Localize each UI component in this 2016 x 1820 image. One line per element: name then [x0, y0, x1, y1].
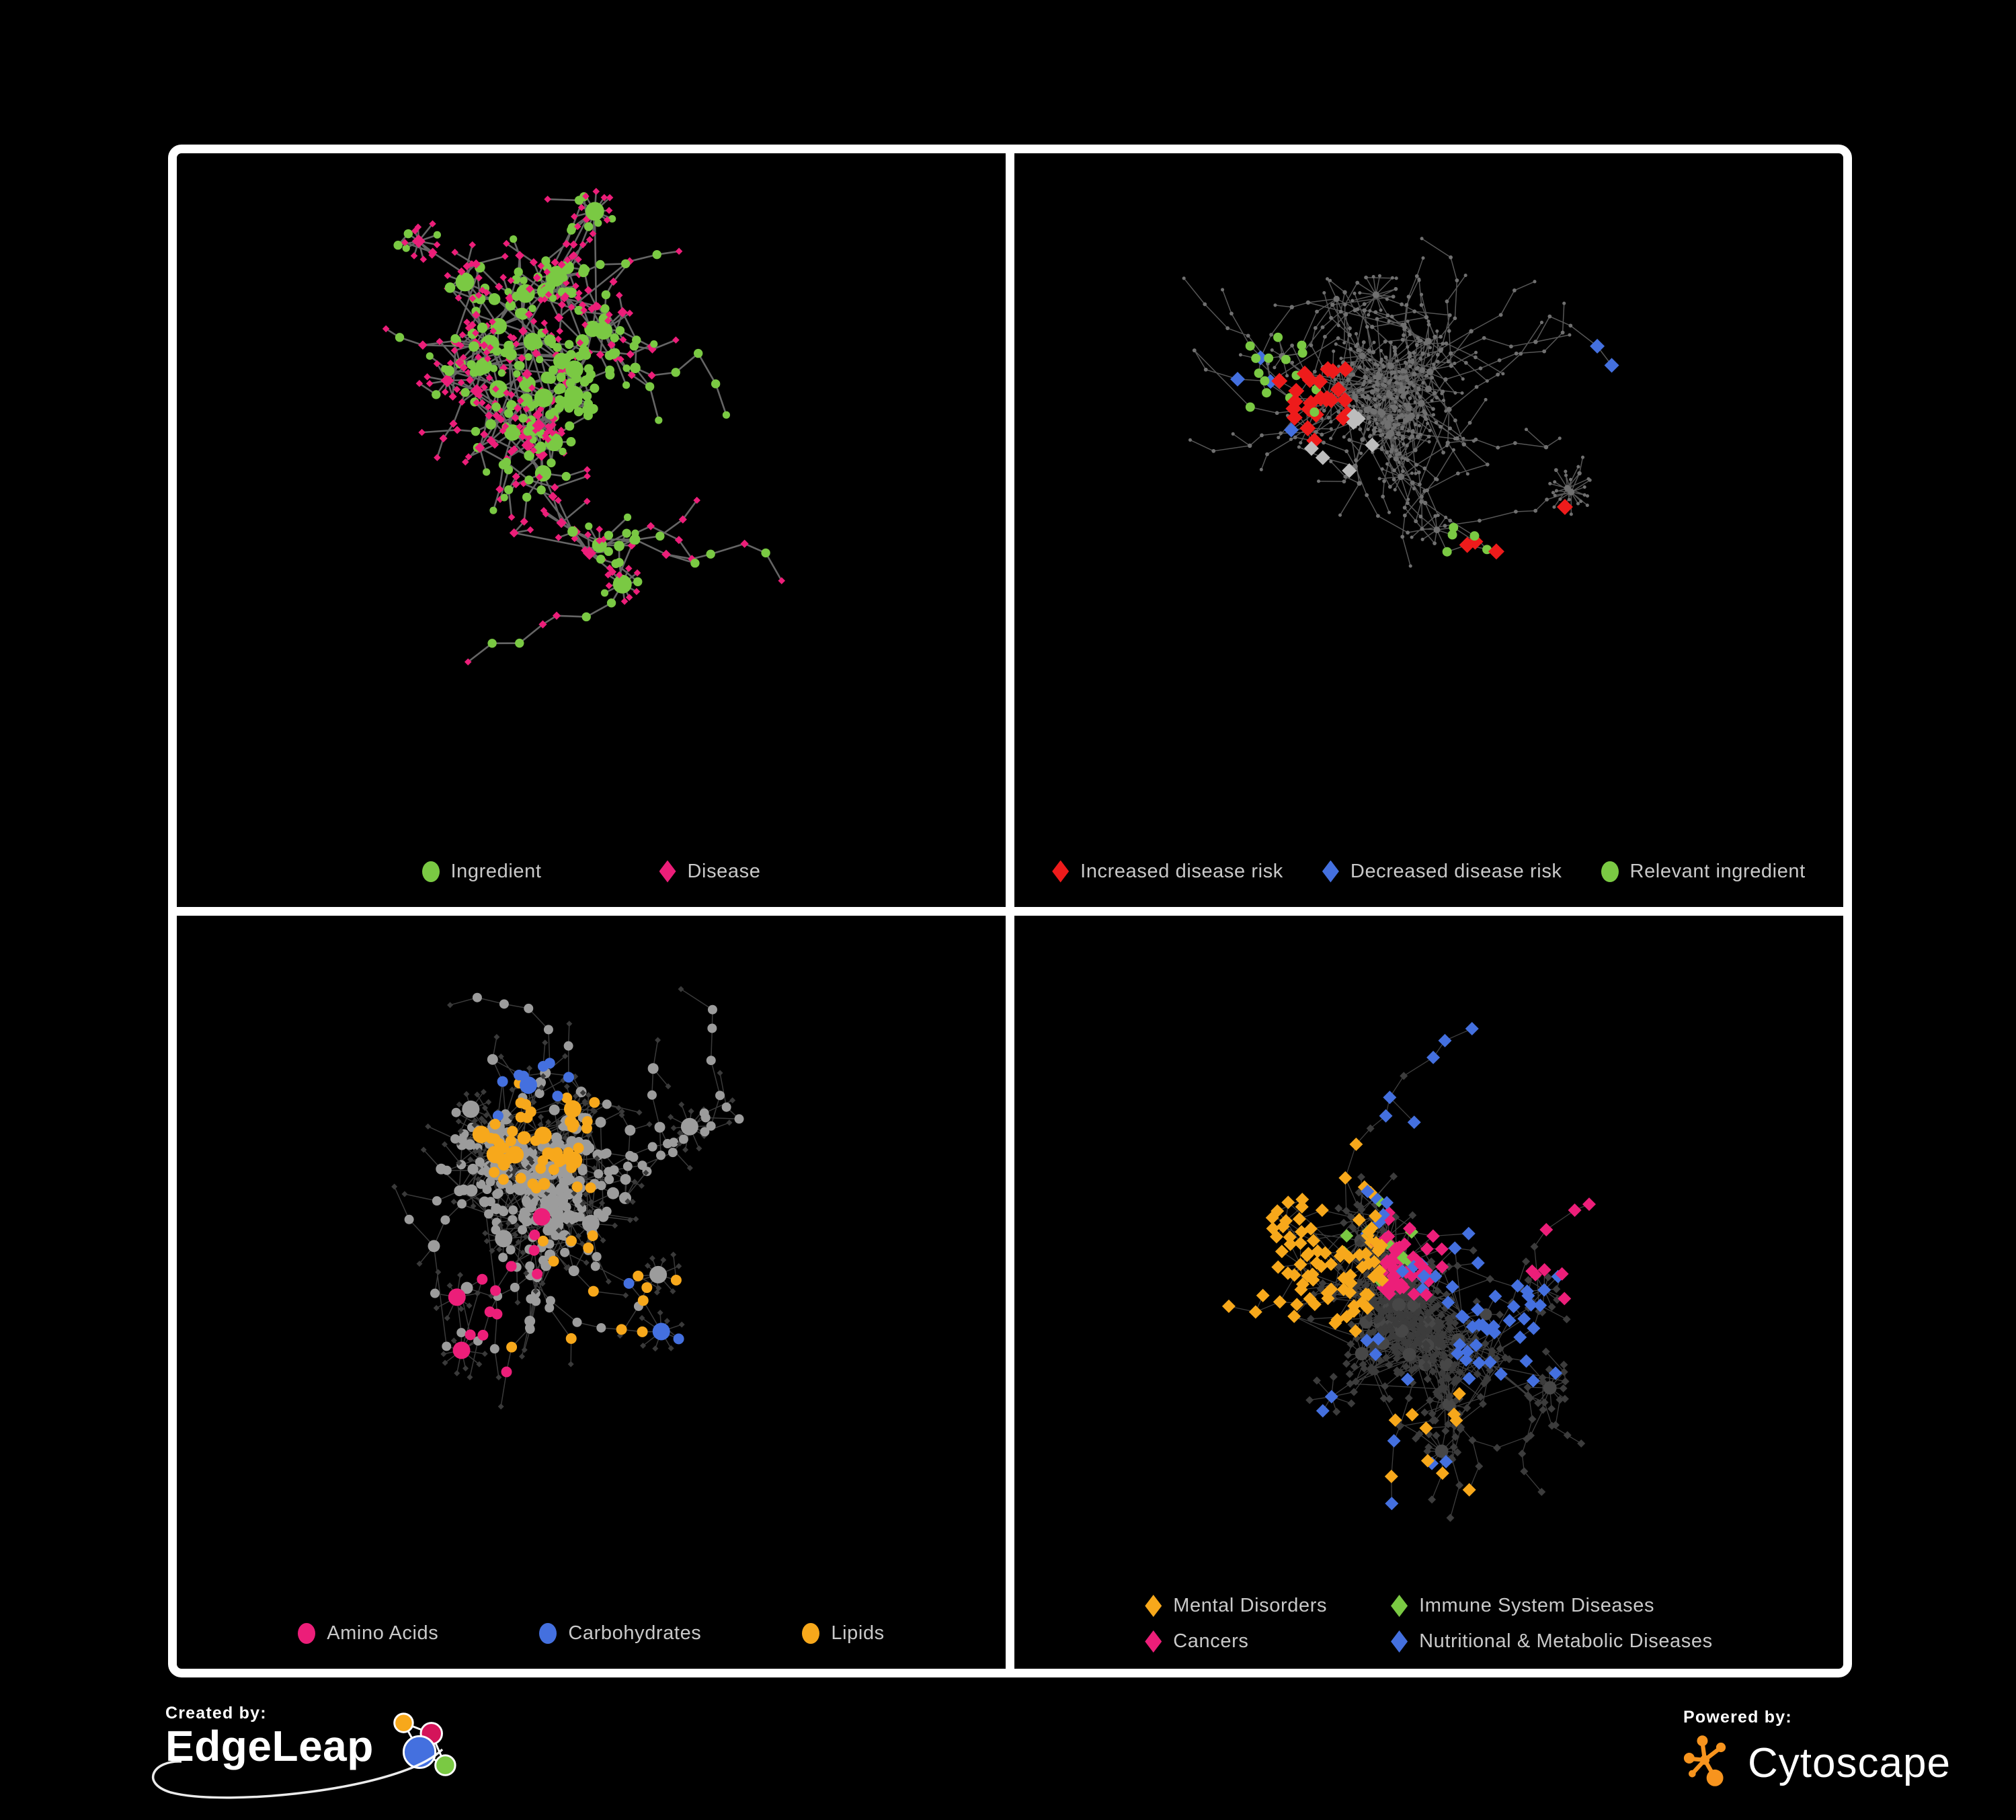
legend-item-cancers: Cancers	[1145, 1630, 1327, 1653]
circle-swatch-icon	[298, 1623, 316, 1644]
legend-item-amino-acids: Amino Acids	[298, 1622, 438, 1645]
circle-swatch-icon	[421, 861, 440, 882]
legend-item-increased-disease-risk: Increased disease risk	[1052, 860, 1283, 883]
diamond-swatch-icon	[1391, 1630, 1408, 1653]
diamond-swatch-icon	[1052, 860, 1070, 883]
powered-by-label: Powered by:	[1683, 1708, 1792, 1727]
disease-risk-network-graph	[1182, 237, 1619, 568]
legend-disease-risk: Increased disease risk Decreased disease …	[1014, 860, 1843, 883]
legend-label: Increased disease risk	[1080, 860, 1283, 882]
cytoscape-credit: Powered by: Cytoscape	[1683, 1708, 1951, 1794]
legend-label: Amino Acids	[327, 1622, 439, 1644]
cytoscape-wordmark: Cytoscape	[1748, 1740, 1951, 1786]
diamond-swatch-icon	[1145, 1630, 1162, 1653]
legend-label: Immune System Diseases	[1419, 1595, 1655, 1616]
legend-label: Nutritional & Metabolic Diseases	[1419, 1630, 1713, 1652]
legend-nutrient-categories: Amino Acids Carbohydrates Lipids	[177, 1622, 1006, 1645]
legend-label: Cancers	[1173, 1630, 1249, 1652]
legend-item-nutritional-metabolic-diseases: Nutritional & Metabolic Diseases	[1391, 1630, 1713, 1653]
created-by-label: Created by:	[165, 1704, 267, 1723]
circle-swatch-icon	[539, 1623, 557, 1644]
legend-label: Mental Disorders	[1173, 1595, 1328, 1616]
nutrient-categories-network-graph	[391, 986, 744, 1410]
legend-item-disease: Disease	[659, 860, 761, 883]
legend-item-mental-disorders: Mental Disorders	[1145, 1595, 1327, 1617]
legend-item-relevant-ingredient: Relevant ingredient	[1601, 861, 1806, 883]
diamond-swatch-icon	[659, 860, 676, 883]
legend-item-lipids: Lipids	[802, 1622, 884, 1645]
panel-ingredient-disease: Ingredient Disease	[177, 153, 1006, 907]
legend-disease-categories: Mental Disorders Immune System Diseases Ca…	[1014, 1595, 1843, 1653]
legend-item-carbohydrates: Carbohydrates	[539, 1622, 701, 1645]
circle-swatch-icon	[1601, 861, 1619, 882]
legend-label: Relevant ingredient	[1629, 860, 1806, 882]
legend-label: Ingredient	[450, 860, 542, 882]
panel-disease-risk: Increased disease risk Decreased disease …	[1014, 153, 1843, 907]
circle-swatch-icon	[802, 1623, 820, 1644]
panel-disease-categories: Mental Disorders Immune System Diseases Ca…	[1014, 915, 1843, 1669]
legend-item-ingredient: Ingredient	[421, 860, 542, 883]
panel-nutrient-categories: Amino Acids Carbohydrates Lipids	[177, 915, 1006, 1669]
diamond-swatch-icon	[1322, 860, 1339, 883]
legend-label: Disease	[687, 860, 761, 882]
legend-item-immune-system-diseases: Immune System Diseases	[1391, 1595, 1713, 1617]
legend-ingredient-disease: Ingredient Disease	[177, 860, 1006, 883]
legend-label: Carbohydrates	[568, 1622, 702, 1644]
edgeleap-wordmark: EdgeLeap	[165, 1722, 374, 1770]
legend-label: Decreased disease risk	[1350, 860, 1562, 882]
edgeleap-credit: Created by: EdgeLeap	[151, 1704, 472, 1799]
figure-grid: Ingredient Disease Increased disease risk…	[168, 145, 1852, 1677]
diamond-swatch-icon	[1391, 1595, 1408, 1617]
edgeleap-logo-icon	[393, 1712, 456, 1776]
legend-item-decreased-disease-risk: Decreased disease risk	[1322, 860, 1562, 883]
ingredient-disease-network-graph	[382, 188, 786, 666]
diamond-swatch-icon	[1145, 1595, 1162, 1617]
legend-label: Lipids	[831, 1622, 885, 1644]
cytoscape-logo-icon	[1683, 1735, 1726, 1786]
disease-categories-network-graph	[1221, 1021, 1596, 1522]
